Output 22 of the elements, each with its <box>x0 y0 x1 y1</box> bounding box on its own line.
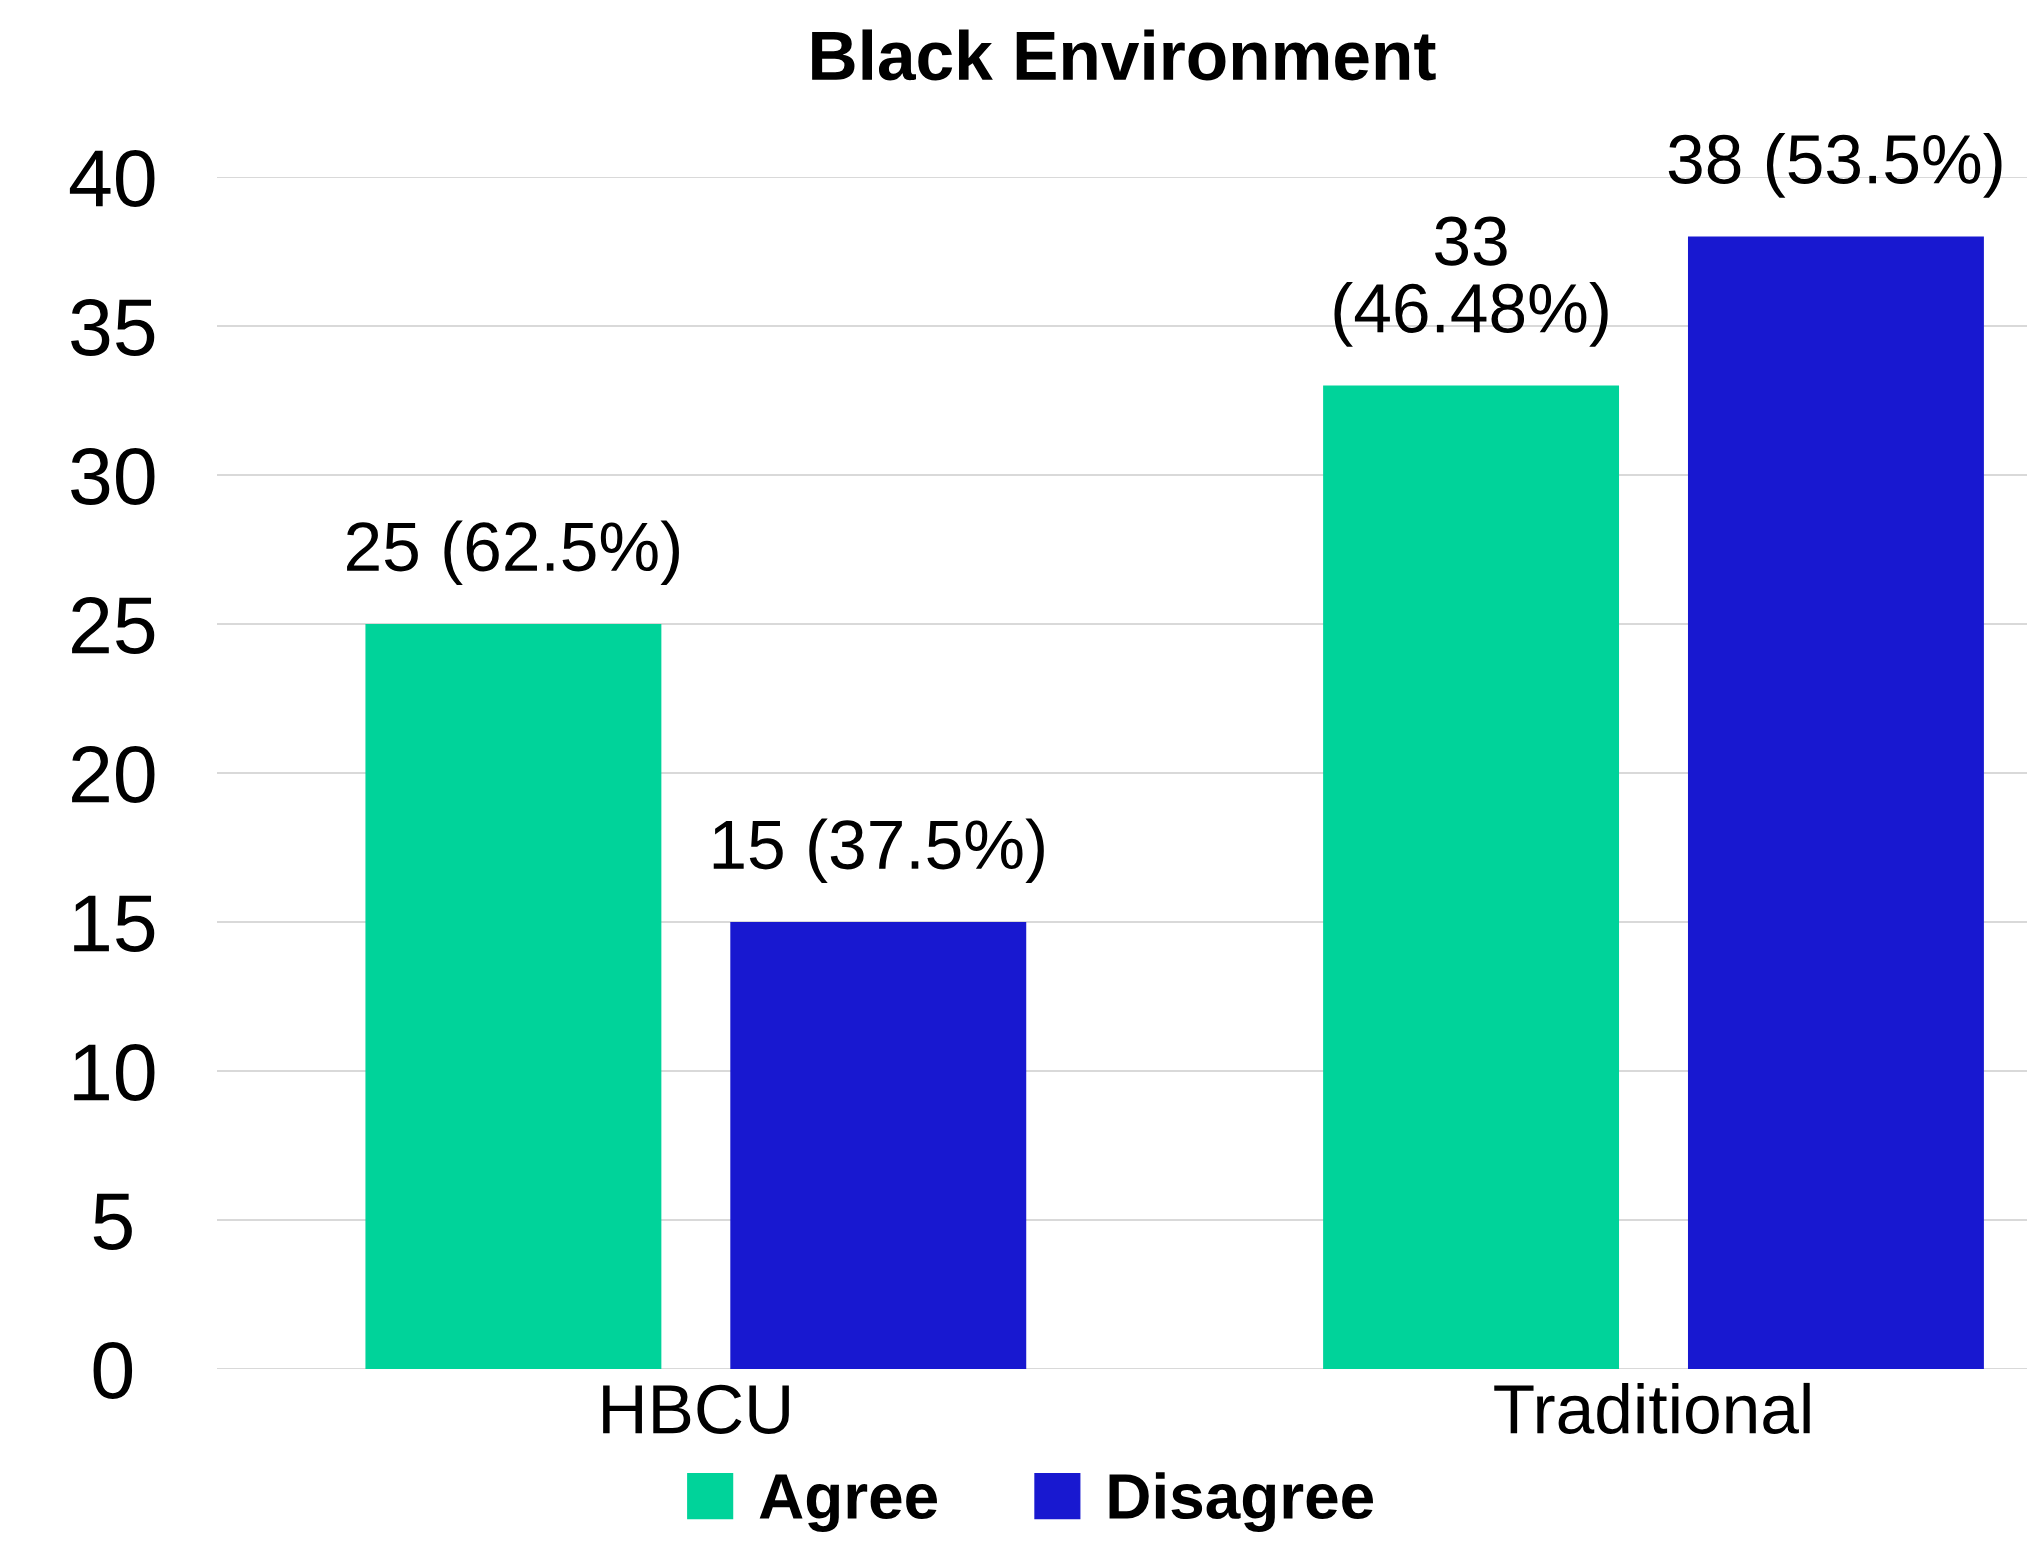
y-tick-label: 25 <box>72 596 155 654</box>
bar <box>1687 236 1984 1369</box>
y-tick-label: 30 <box>71 447 155 505</box>
legend-label: Disagree <box>1109 1472 1374 1533</box>
y-tick-label: 5 <box>93 1193 132 1250</box>
x-tick-label: Traditional <box>1494 1382 1810 1434</box>
data-label: 33 (46.48%) <box>1334 216 1608 347</box>
data-label: 25 (62.5%) <box>347 520 679 586</box>
y-tick-label: 40 <box>69 149 155 207</box>
bar <box>1323 385 1620 1369</box>
y-tick-label: 10 <box>74 1043 155 1101</box>
data-label: 38 (53.5%) <box>1668 132 2002 198</box>
y-tick-label: 20 <box>72 745 155 803</box>
chart-title: Black Environment <box>812 29 1436 81</box>
x-tick-label: HBCU <box>603 1384 789 1434</box>
y-tick-label: 15 <box>74 895 155 952</box>
y-tick-label: 35 <box>71 298 155 356</box>
data-label: 15 (37.5%) <box>713 818 1044 884</box>
bar <box>730 922 1027 1369</box>
y-tick-label: 0 <box>93 1341 133 1399</box>
bar <box>365 624 662 1369</box>
legend-label: Agree <box>759 1474 938 1533</box>
